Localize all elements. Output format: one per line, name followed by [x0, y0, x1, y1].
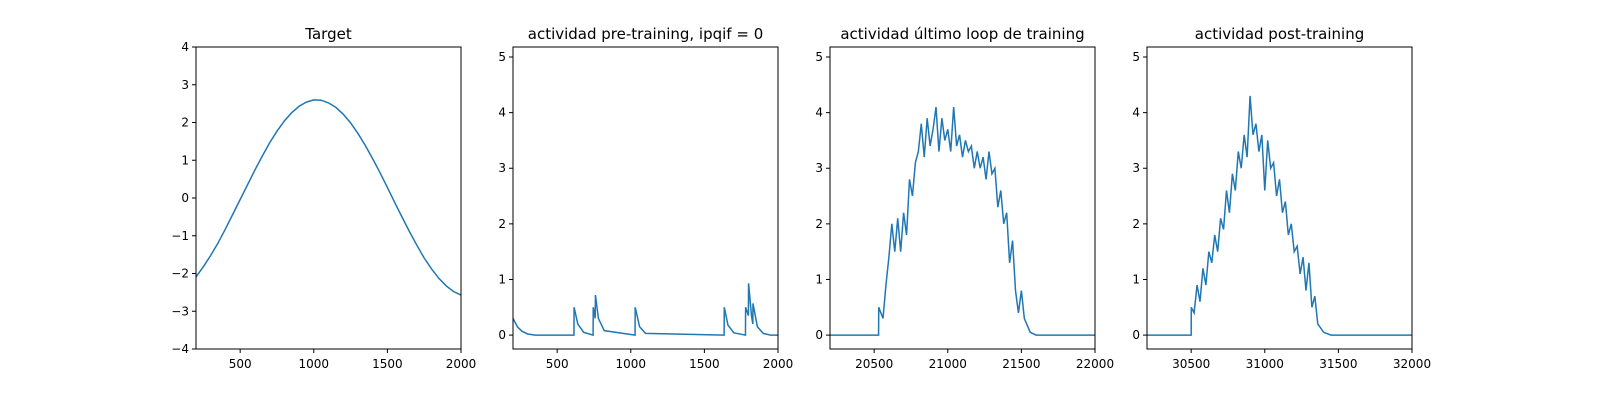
y-tick-label: 1 — [1132, 272, 1140, 286]
data-line — [513, 283, 778, 337]
x-tick-label: 1500 — [372, 357, 403, 371]
y-tick-label: 0 — [815, 328, 823, 342]
y-tick-label: 2 — [1132, 217, 1140, 231]
x-tick-label: 22000 — [1076, 357, 1114, 371]
y-tick-label: 5 — [498, 50, 506, 64]
x-tick-label: 2000 — [763, 357, 794, 371]
chart-title: actividad post-training — [1195, 25, 1364, 43]
x-tick-label: 1000 — [299, 357, 330, 371]
y-tick-label: 3 — [498, 161, 506, 175]
y-tick-label: 0 — [498, 328, 506, 342]
x-tick-label: 500 — [546, 357, 569, 371]
data-line — [830, 106, 1095, 336]
y-tick-label: 4 — [181, 40, 189, 54]
axes-frame — [1146, 46, 1413, 350]
y-tick-label: 0 — [181, 191, 189, 205]
data-line — [1147, 95, 1412, 336]
y-tick-label: −4 — [171, 342, 189, 356]
chart-title: actividad último loop de training — [840, 25, 1084, 43]
data-line — [196, 99, 461, 296]
y-tick-label: 5 — [1132, 50, 1140, 64]
y-tick-label: −3 — [171, 304, 189, 318]
y-tick-label: 3 — [181, 78, 189, 92]
x-tick-label: 31000 — [1246, 357, 1284, 371]
y-tick-label: 1 — [181, 153, 189, 167]
x-tick-label: 2000 — [446, 357, 477, 371]
y-tick-label: −2 — [171, 267, 189, 281]
x-tick-label: 21500 — [1002, 357, 1040, 371]
y-tick-label: 2 — [181, 116, 189, 130]
x-tick-label: 500 — [229, 357, 252, 371]
axes-frame — [195, 46, 462, 350]
y-tick-label: 2 — [498, 217, 506, 231]
y-tick-label: 3 — [1132, 161, 1140, 175]
chart-title: actividad pre-training, ipqif = 0 — [528, 25, 764, 43]
y-tick-label: 4 — [498, 106, 506, 120]
y-tick-label: 0 — [1132, 328, 1140, 342]
axes-frame — [512, 46, 779, 350]
x-tick-label: 1500 — [689, 357, 720, 371]
x-tick-label: 1000 — [616, 357, 647, 371]
y-tick-label: 5 — [815, 50, 823, 64]
x-tick-label: 31500 — [1319, 357, 1357, 371]
y-tick-label: 1 — [498, 272, 506, 286]
x-tick-label: 21000 — [929, 357, 967, 371]
x-tick-label: 32000 — [1393, 357, 1431, 371]
y-tick-label: 1 — [815, 272, 823, 286]
y-tick-label: 3 — [815, 161, 823, 175]
y-tick-label: 2 — [815, 217, 823, 231]
y-tick-label: 4 — [1132, 106, 1140, 120]
chart-title: Target — [304, 25, 352, 43]
y-tick-label: 4 — [815, 106, 823, 120]
x-tick-label: 20500 — [855, 357, 893, 371]
y-tick-label: −1 — [171, 229, 189, 243]
axes-frame — [829, 46, 1096, 350]
x-tick-label: 30500 — [1172, 357, 1210, 371]
